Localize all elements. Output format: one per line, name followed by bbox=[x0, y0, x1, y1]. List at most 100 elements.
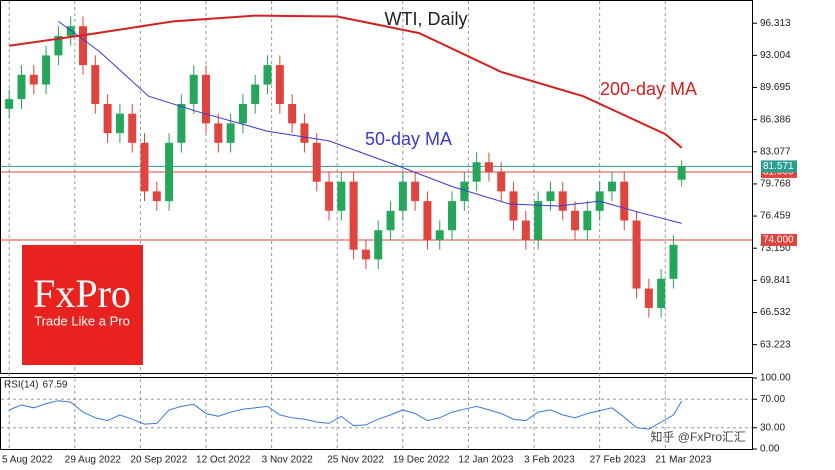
y-tick-label: 86.386 bbox=[760, 114, 791, 125]
candle-body bbox=[677, 166, 686, 180]
y-tick-label: 66.532 bbox=[760, 307, 791, 318]
candle-body bbox=[411, 181, 420, 202]
candle-body bbox=[435, 230, 444, 240]
candle-body bbox=[177, 103, 186, 143]
x-tick-label: 20 Sep 2022 bbox=[130, 455, 187, 466]
y-tick-label: 63.223 bbox=[760, 339, 791, 350]
rsi-frame bbox=[0, 377, 753, 450]
level-label: 74.000 bbox=[763, 235, 794, 246]
y-tick-label: 83.077 bbox=[760, 146, 791, 157]
candle-body bbox=[17, 74, 26, 100]
candle-body bbox=[312, 142, 321, 182]
ma-line bbox=[9, 14, 683, 149]
candle-body bbox=[238, 103, 247, 124]
y-tick-label: 89.695 bbox=[760, 82, 791, 93]
candle-body bbox=[448, 201, 457, 231]
candle-body bbox=[534, 201, 543, 240]
candle-body bbox=[398, 181, 407, 211]
level-tag bbox=[761, 233, 797, 246]
ma-label: 200-day MA bbox=[600, 79, 697, 99]
y-tick-label: 93.004 bbox=[760, 50, 791, 61]
candle-body bbox=[374, 230, 383, 260]
candle-body bbox=[521, 220, 530, 240]
candle-body bbox=[632, 220, 641, 289]
last-price-label: 81.571 bbox=[763, 161, 794, 172]
y-tick-label: 79.768 bbox=[760, 179, 791, 190]
candle-body bbox=[66, 26, 75, 36]
logo-box bbox=[22, 245, 143, 365]
y-tick-label: 96.313 bbox=[760, 18, 791, 29]
candle-body bbox=[115, 113, 124, 134]
x-tick-label: 27 Feb 2023 bbox=[590, 455, 647, 466]
rsi-y-tick-label: 70.00 bbox=[760, 394, 785, 405]
candle-body bbox=[263, 65, 272, 85]
chart-title: WTI, Daily bbox=[385, 9, 468, 29]
candle-body bbox=[620, 181, 629, 221]
candle-body bbox=[29, 74, 38, 85]
candle-body bbox=[669, 244, 678, 279]
rsi-y-tick-label: 30.00 bbox=[760, 422, 785, 433]
rsi-name: RSI(14) bbox=[4, 380, 38, 391]
candle-body bbox=[607, 181, 616, 192]
candle-body bbox=[484, 162, 493, 172]
candle-body bbox=[5, 99, 14, 109]
x-tick-label: 5 Aug 2022 bbox=[2, 455, 53, 466]
candle-body bbox=[657, 278, 666, 308]
candle-body bbox=[202, 74, 211, 124]
main-frame bbox=[0, 0, 753, 374]
x-tick-label: 3 Nov 2022 bbox=[262, 455, 314, 466]
y-tick-label: 76.459 bbox=[760, 211, 791, 222]
candle-body bbox=[583, 210, 592, 231]
candle-body bbox=[189, 74, 198, 104]
last-price-tag bbox=[761, 160, 797, 173]
candle-body bbox=[288, 103, 297, 124]
candle-body bbox=[546, 191, 555, 202]
ma-line bbox=[58, 20, 682, 224]
candle-body bbox=[325, 181, 334, 211]
watermark: 知乎 @FxPro汇汇 bbox=[650, 430, 746, 444]
logo-slogan: Trade Like a Pro bbox=[34, 313, 130, 328]
plot bbox=[5, 14, 686, 430]
candle-body bbox=[103, 103, 112, 134]
x-tick-label: 19 Dec 2022 bbox=[393, 455, 450, 466]
candle-body bbox=[300, 123, 309, 143]
candle-body bbox=[509, 191, 518, 221]
candle-body bbox=[386, 210, 395, 231]
rsi-line bbox=[9, 400, 683, 430]
candle-body bbox=[140, 142, 149, 192]
y-tick-label: 69.841 bbox=[760, 275, 791, 286]
rsi-y-tick-label: 100.00 bbox=[760, 373, 791, 384]
candle-body bbox=[275, 65, 284, 104]
candle-body bbox=[251, 84, 260, 104]
x-tick-label: 3 Feb 2023 bbox=[524, 455, 575, 466]
candle-body bbox=[644, 288, 653, 308]
candle-body bbox=[558, 191, 567, 211]
rsi-value: 67.59 bbox=[42, 380, 67, 391]
candle-body bbox=[165, 142, 174, 202]
x-tick-label: 25 Nov 2022 bbox=[327, 455, 384, 466]
candle-body bbox=[361, 249, 370, 260]
candle-body bbox=[349, 181, 358, 250]
x-tick-label: 12 Jan 2023 bbox=[458, 455, 513, 466]
candle-body bbox=[571, 210, 580, 231]
candle-body bbox=[152, 191, 161, 202]
candle-body bbox=[128, 113, 137, 143]
candle-body bbox=[42, 55, 51, 85]
candle-body bbox=[91, 65, 100, 104]
candle-body bbox=[79, 26, 88, 66]
candle-body bbox=[54, 35, 63, 56]
candle-body bbox=[337, 181, 346, 211]
x-tick-label: 21 Mar 2023 bbox=[655, 455, 712, 466]
rsi-y-tick-label: 0.00 bbox=[760, 444, 780, 455]
x-tick-label: 12 Oct 2022 bbox=[196, 455, 251, 466]
logo-brand: FxPro bbox=[33, 271, 131, 316]
candle-body bbox=[226, 123, 235, 143]
x-tick-label: 29 Aug 2022 bbox=[65, 455, 122, 466]
candle-body bbox=[423, 201, 432, 240]
candle-body bbox=[472, 162, 481, 182]
candle-body bbox=[460, 181, 469, 202]
ma-label: 50-day MA bbox=[365, 129, 452, 149]
candle-body bbox=[214, 123, 223, 143]
y-tick-label: 73.150 bbox=[760, 243, 791, 254]
